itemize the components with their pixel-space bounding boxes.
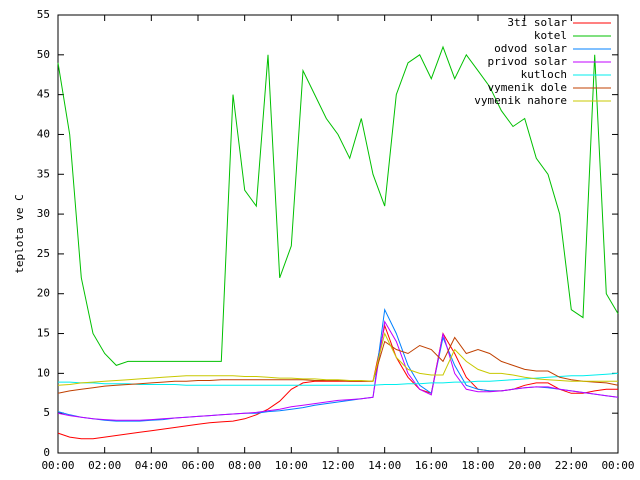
series-line (57, 320, 619, 421)
x-tick-label: 02:00 (88, 459, 121, 472)
x-tick-label: 04:00 (135, 459, 168, 472)
series-line (57, 323, 618, 440)
y-tick-label: 25 (37, 247, 50, 260)
y-tick-label: 35 (37, 167, 50, 180)
x-tick-label: 18:00 (461, 459, 494, 472)
x-tick-label: 14:00 (368, 459, 401, 472)
y-tick-label: 55 (37, 8, 50, 21)
series-line (57, 332, 618, 386)
y-tick-label: 30 (37, 207, 50, 220)
y-tick-label: 15 (37, 327, 50, 340)
y-tick-label: 0 (43, 446, 50, 459)
y-tick-label: 50 (37, 48, 50, 61)
legend-label: vymenik dole (488, 81, 567, 94)
x-tick-label: 00:00 (601, 459, 634, 472)
y-tick-label: 20 (37, 287, 50, 300)
plot-border (57, 14, 619, 454)
x-tick-label: 00:00 (41, 459, 74, 472)
x-tick-label: 20:00 (508, 459, 541, 472)
y-tick-label: 5 (43, 406, 50, 419)
legend-label: kutloch (521, 68, 567, 81)
y-tick-label: 40 (37, 127, 50, 140)
series-line (57, 336, 619, 394)
x-tick-label: 16:00 (415, 459, 448, 472)
x-tick-label: 22:00 (555, 459, 588, 472)
legend-label: privod solar (488, 55, 568, 68)
legend-label: 3ti solar (507, 16, 567, 29)
y-tick-label: 10 (37, 366, 50, 379)
x-tick-label: 10:00 (275, 459, 308, 472)
series-line (58, 372, 619, 386)
x-tick-label: 12:00 (321, 459, 354, 472)
x-tick-label: 08:00 (228, 459, 261, 472)
legend-label: odvod solar (494, 42, 567, 55)
y-tick-label: 45 (37, 88, 50, 101)
legend-label: kotel (534, 29, 567, 42)
x-tick-label: 06:00 (181, 459, 214, 472)
y-axis-label: teplota ve C (13, 194, 26, 273)
legend-label: vymenik nahore (474, 94, 567, 107)
series-line (57, 45, 619, 366)
